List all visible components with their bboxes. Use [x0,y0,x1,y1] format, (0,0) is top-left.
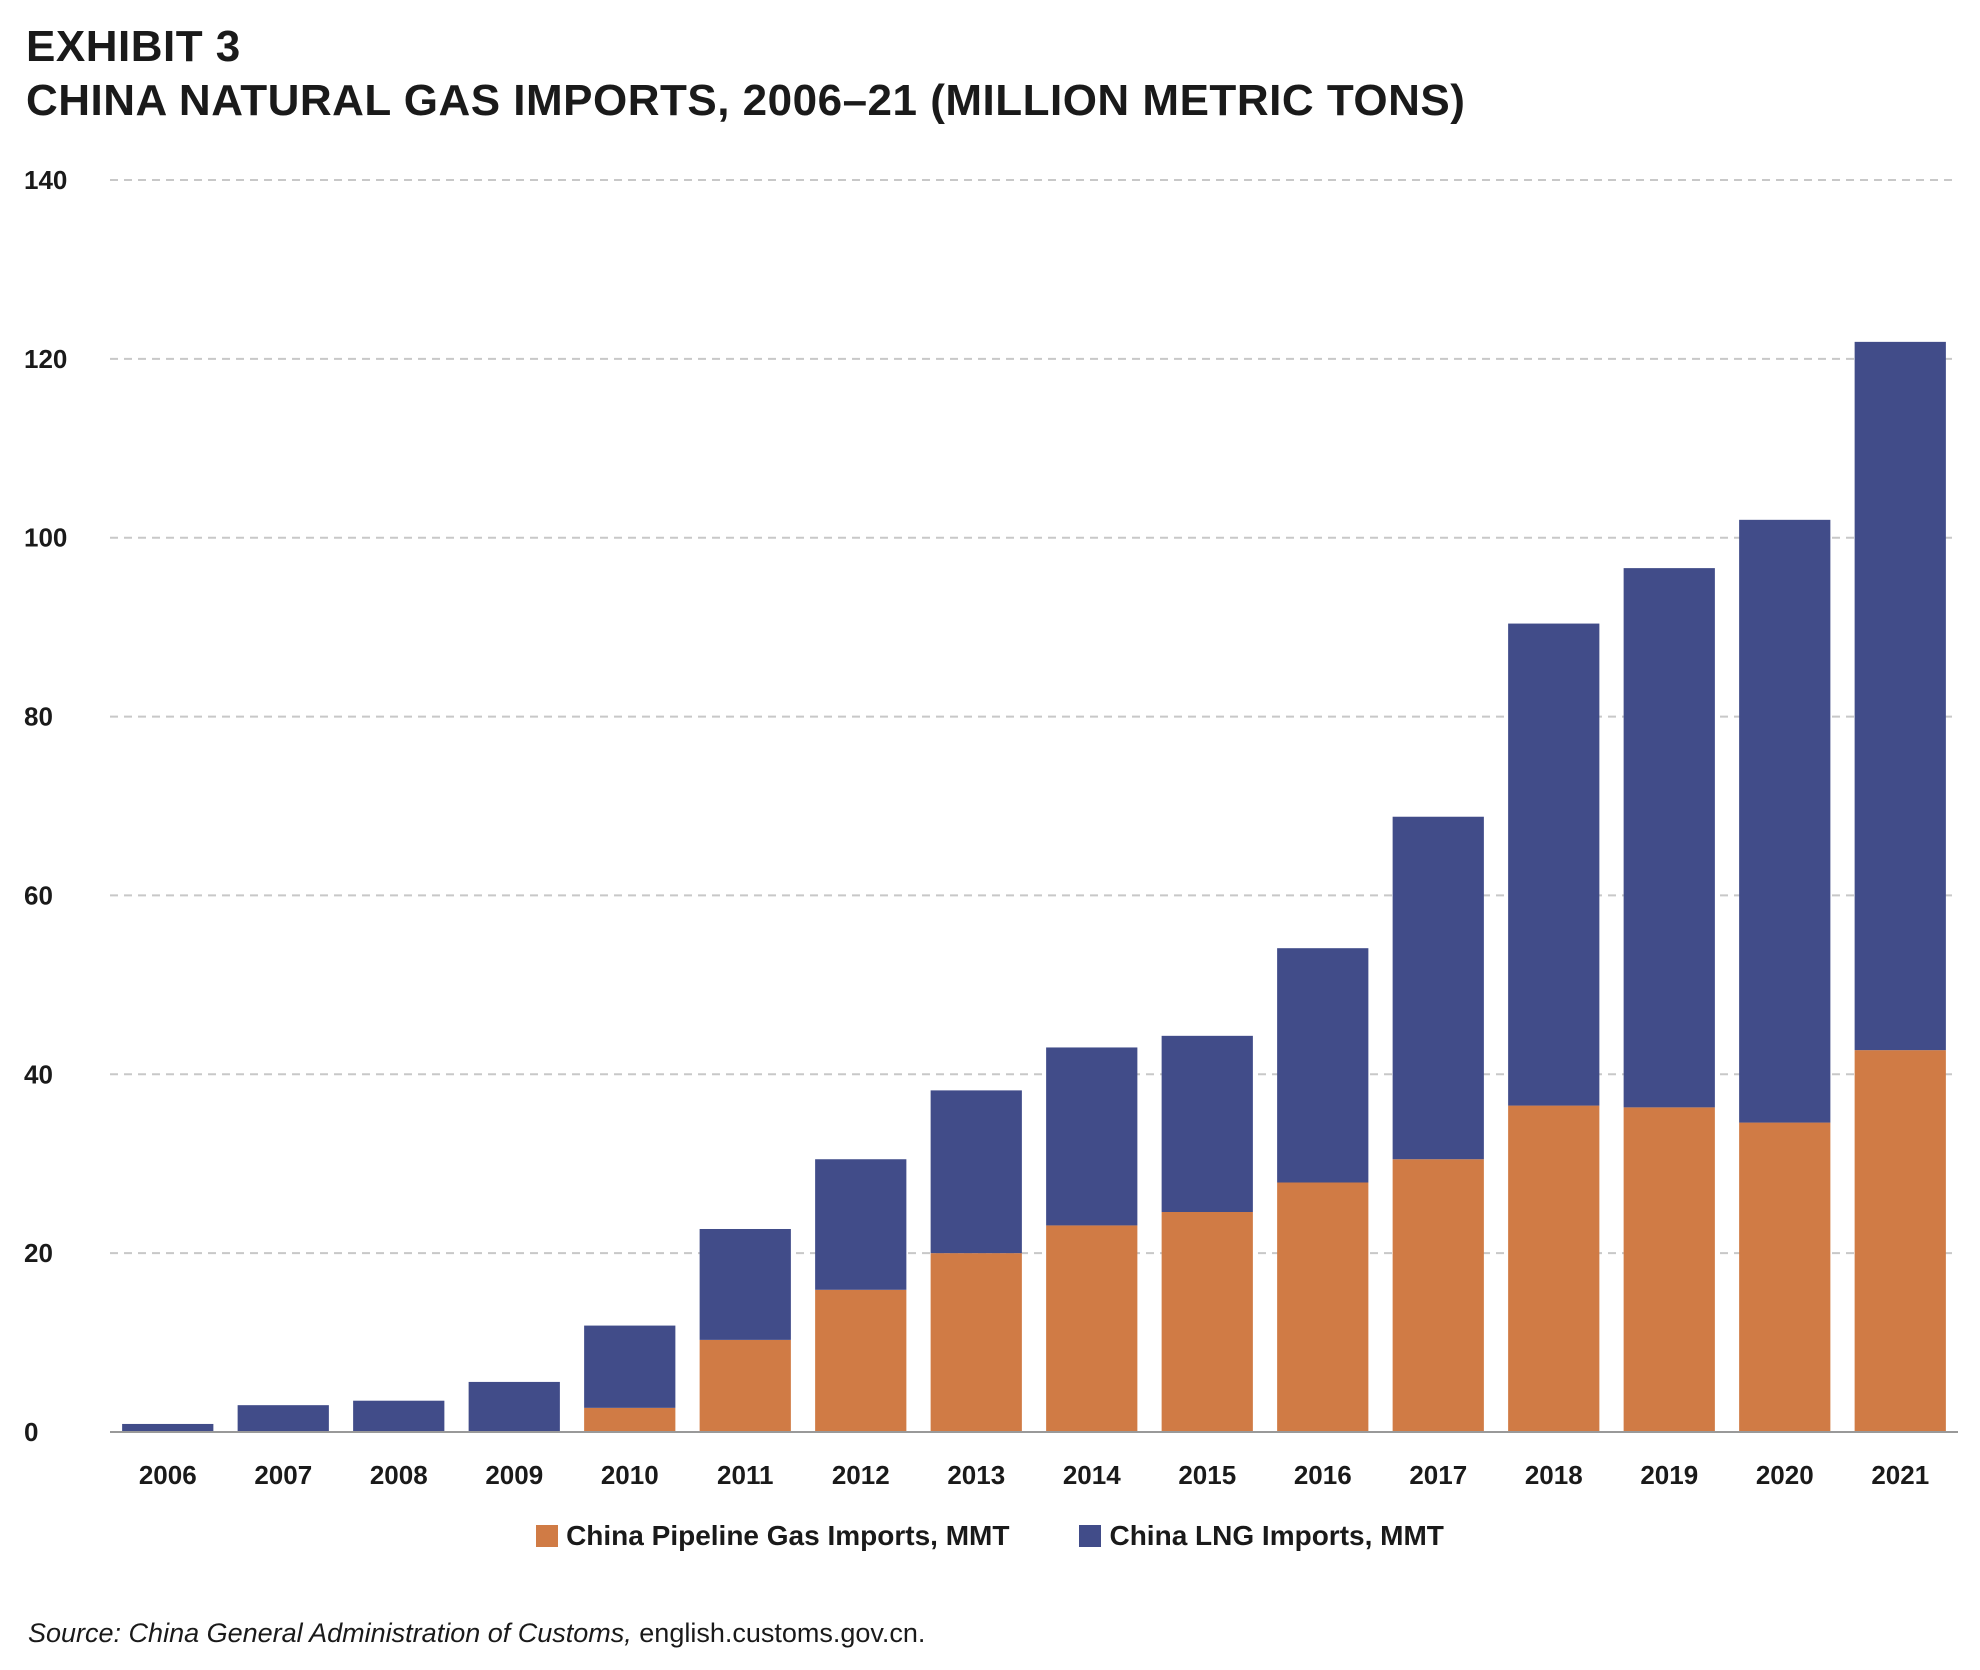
y-tick-label: 80 [24,702,53,732]
source-citation: Source: China General Administration of … [28,1618,632,1648]
bar-pipeline [1508,1105,1600,1432]
x-tick-label: 2006 [139,1460,197,1490]
bar-pipeline [584,1407,676,1432]
x-tick-label: 2014 [1063,1460,1121,1490]
source-note: Source: China General Administration of … [28,1618,925,1649]
bar-pipeline [1392,1159,1484,1432]
x-tick-label: 2012 [832,1460,890,1490]
bar-lng [699,1228,791,1340]
x-tick-label: 2011 [717,1460,773,1490]
chart-title: CHINA NATURAL GAS IMPORTS, 2006–21 (MILL… [26,76,1466,125]
y-tick-label: 60 [24,880,53,910]
bar-lng [1623,568,1715,1108]
bar-pipeline [1623,1107,1715,1432]
chart-title-block: EXHIBIT 3 CHINA NATURAL GAS IMPORTS, 200… [26,20,1465,128]
legend-item-pipeline: China Pipeline Gas Imports, MMT [536,1520,1009,1552]
y-tick-label: 20 [24,1238,53,1268]
source-url: english.customs.gov.cn. [631,1618,926,1648]
x-tick-label: 2019 [1640,1460,1698,1490]
bar-chart: 0 20 40 60 80 100 120 140 2006 2007 2008 2009 2010 20… [24,165,1958,1490]
legend-label-lng: China LNG Imports, MMT [1109,1520,1444,1551]
legend-swatch-lng [1079,1525,1102,1547]
bar-pipeline [930,1253,1022,1432]
x-tick-label: 2013 [947,1460,1005,1490]
bar-lng [930,1090,1022,1254]
bar-pipeline [1046,1225,1138,1432]
bar-pipeline [1161,1212,1253,1432]
x-tick-label: 2015 [1178,1460,1236,1490]
x-tick-label: 2016 [1294,1460,1352,1490]
bar-lng [1739,519,1831,1123]
y-tick-label: 100 [24,523,67,553]
y-tick-label: 40 [24,1059,53,1089]
bar-lng [122,1423,214,1432]
x-tick-label: 2007 [254,1460,312,1490]
y-tick-label: 140 [24,165,67,195]
y-tick-label: 120 [24,344,67,374]
bar-pipeline [815,1289,907,1432]
bar-lng [1392,816,1484,1160]
legend-label-pipeline: China Pipeline Gas Imports, MMT [566,1520,1010,1551]
x-tick-label: 2020 [1756,1460,1814,1490]
legend-swatch-pipeline [536,1525,559,1547]
bar-lng [1854,341,1946,1051]
bar-pipeline [699,1339,791,1432]
exhibit-label: EXHIBIT 3 [26,22,241,71]
bar-lng [815,1159,907,1290]
bar-pipeline [1277,1182,1369,1432]
x-tick-label: 2010 [601,1460,659,1490]
y-tick-label: 0 [24,1417,38,1447]
x-tick-label: 2008 [370,1460,428,1490]
x-tick-label: 2009 [485,1460,543,1490]
bar-lng [1046,1047,1138,1226]
chart-legend: China Pipeline Gas Imports, MMT China LN… [0,1520,1980,1552]
bar-lng [353,1400,445,1432]
x-tick-label: 2021 [1871,1460,1929,1490]
bar-lng [468,1381,560,1432]
x-tick-label: 2017 [1409,1460,1467,1490]
bar-pipeline [1854,1050,1946,1432]
bar-lng [1508,623,1600,1106]
bar-lng [584,1325,676,1408]
legend-item-lng: China LNG Imports, MMT [1079,1520,1444,1552]
bar-lng [237,1405,329,1432]
bar-lng [1161,1035,1253,1213]
x-tick-label: 2018 [1525,1460,1583,1490]
bar-lng [1277,948,1369,1183]
bar-pipeline [1739,1122,1831,1432]
